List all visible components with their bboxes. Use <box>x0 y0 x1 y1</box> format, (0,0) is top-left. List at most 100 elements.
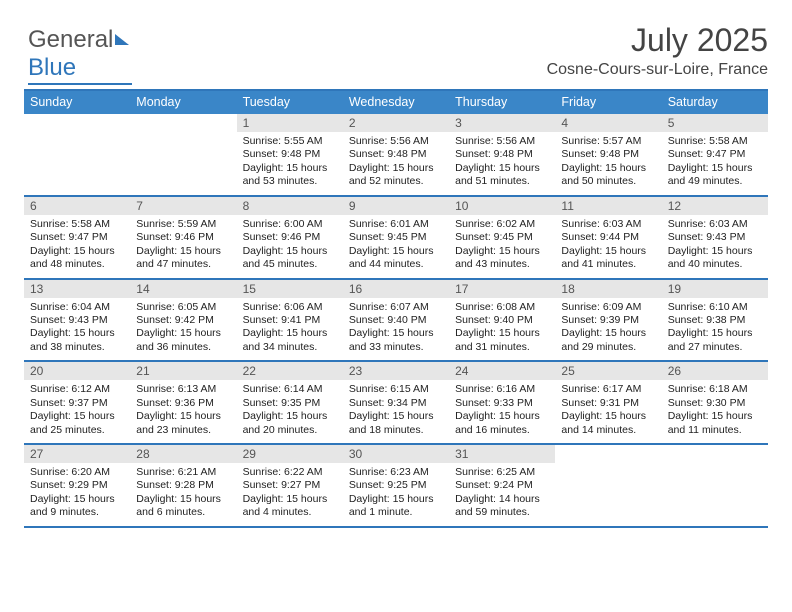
day-body: Sunrise: 5:55 AMSunset: 9:48 PMDaylight:… <box>237 132 343 195</box>
sunrise-text: Sunrise: 6:00 AM <box>243 218 337 231</box>
day-body: Sunrise: 6:18 AMSunset: 9:30 PMDaylight:… <box>662 380 768 443</box>
sunrise-text: Sunrise: 5:55 AM <box>243 135 337 148</box>
day-body: Sunrise: 5:56 AMSunset: 9:48 PMDaylight:… <box>449 132 555 195</box>
calendar-day: 23Sunrise: 6:15 AMSunset: 9:34 PMDayligh… <box>343 362 449 443</box>
daylight-text: Daylight: 15 hours and 4 minutes. <box>243 493 337 520</box>
day-number: 27 <box>24 445 130 463</box>
calendar-day: 3Sunrise: 5:56 AMSunset: 9:48 PMDaylight… <box>449 114 555 195</box>
day-header: Wednesday <box>343 91 449 114</box>
sunset-text: Sunset: 9:43 PM <box>668 231 762 244</box>
calendar-day: 30Sunrise: 6:23 AMSunset: 9:25 PMDayligh… <box>343 445 449 526</box>
day-number: 18 <box>555 280 661 298</box>
sunrise-text: Sunrise: 5:56 AM <box>349 135 443 148</box>
calendar-header-row: SundayMondayTuesdayWednesdayThursdayFrid… <box>24 91 768 114</box>
calendar-day <box>555 445 661 526</box>
day-number: 9 <box>343 197 449 215</box>
sunrise-text: Sunrise: 6:23 AM <box>349 466 443 479</box>
calendar-day: 9Sunrise: 6:01 AMSunset: 9:45 PMDaylight… <box>343 197 449 278</box>
day-body: Sunrise: 5:58 AMSunset: 9:47 PMDaylight:… <box>662 132 768 195</box>
calendar-week: 13Sunrise: 6:04 AMSunset: 9:43 PMDayligh… <box>24 280 768 363</box>
day-body: Sunrise: 6:13 AMSunset: 9:36 PMDaylight:… <box>130 380 236 443</box>
sunset-text: Sunset: 9:30 PM <box>668 397 762 410</box>
sunrise-text: Sunrise: 6:12 AM <box>30 383 124 396</box>
sunrise-text: Sunrise: 5:57 AM <box>561 135 655 148</box>
day-number: 28 <box>130 445 236 463</box>
day-body: Sunrise: 6:17 AMSunset: 9:31 PMDaylight:… <box>555 380 661 443</box>
sunset-text: Sunset: 9:45 PM <box>349 231 443 244</box>
sunrise-text: Sunrise: 5:58 AM <box>668 135 762 148</box>
day-number: 30 <box>343 445 449 463</box>
calendar-day: 21Sunrise: 6:13 AMSunset: 9:36 PMDayligh… <box>130 362 236 443</box>
daylight-text: Daylight: 15 hours and 1 minute. <box>349 493 443 520</box>
sunrise-text: Sunrise: 6:21 AM <box>136 466 230 479</box>
day-number <box>662 445 768 463</box>
day-header: Tuesday <box>237 91 343 114</box>
calendar-day: 1Sunrise: 5:55 AMSunset: 9:48 PMDaylight… <box>237 114 343 195</box>
day-number: 3 <box>449 114 555 132</box>
day-body: Sunrise: 6:01 AMSunset: 9:45 PMDaylight:… <box>343 215 449 278</box>
daylight-text: Daylight: 15 hours and 29 minutes. <box>561 327 655 354</box>
sunset-text: Sunset: 9:43 PM <box>30 314 124 327</box>
calendar-day <box>662 445 768 526</box>
sunrise-text: Sunrise: 6:16 AM <box>455 383 549 396</box>
calendar-day: 19Sunrise: 6:10 AMSunset: 9:38 PMDayligh… <box>662 280 768 361</box>
day-number: 5 <box>662 114 768 132</box>
sunrise-text: Sunrise: 5:59 AM <box>136 218 230 231</box>
calendar-day: 31Sunrise: 6:25 AMSunset: 9:24 PMDayligh… <box>449 445 555 526</box>
day-number: 24 <box>449 362 555 380</box>
day-number: 13 <box>24 280 130 298</box>
day-body: Sunrise: 6:25 AMSunset: 9:24 PMDaylight:… <box>449 463 555 526</box>
sunrise-text: Sunrise: 6:25 AM <box>455 466 549 479</box>
daylight-text: Daylight: 15 hours and 44 minutes. <box>349 245 443 272</box>
day-body: Sunrise: 6:06 AMSunset: 9:41 PMDaylight:… <box>237 298 343 361</box>
calendar-day: 11Sunrise: 6:03 AMSunset: 9:44 PMDayligh… <box>555 197 661 278</box>
daylight-text: Daylight: 15 hours and 16 minutes. <box>455 410 549 437</box>
sunset-text: Sunset: 9:31 PM <box>561 397 655 410</box>
day-body: Sunrise: 5:58 AMSunset: 9:47 PMDaylight:… <box>24 215 130 278</box>
calendar-day: 7Sunrise: 5:59 AMSunset: 9:46 PMDaylight… <box>130 197 236 278</box>
day-body: Sunrise: 6:10 AMSunset: 9:38 PMDaylight:… <box>662 298 768 361</box>
daylight-text: Daylight: 15 hours and 18 minutes. <box>349 410 443 437</box>
logo-triangle-icon <box>115 34 129 45</box>
sunrise-text: Sunrise: 5:56 AM <box>455 135 549 148</box>
sunset-text: Sunset: 9:39 PM <box>561 314 655 327</box>
calendar-day <box>24 114 130 195</box>
sunset-text: Sunset: 9:24 PM <box>455 479 549 492</box>
daylight-text: Daylight: 15 hours and 33 minutes. <box>349 327 443 354</box>
calendar-day: 4Sunrise: 5:57 AMSunset: 9:48 PMDaylight… <box>555 114 661 195</box>
sunset-text: Sunset: 9:28 PM <box>136 479 230 492</box>
location-subtitle: Cosne-Cours-sur-Loire, France <box>24 61 768 79</box>
daylight-text: Daylight: 15 hours and 40 minutes. <box>668 245 762 272</box>
day-body: Sunrise: 5:56 AMSunset: 9:48 PMDaylight:… <box>343 132 449 195</box>
day-body: Sunrise: 6:04 AMSunset: 9:43 PMDaylight:… <box>24 298 130 361</box>
day-number <box>130 114 236 132</box>
sunset-text: Sunset: 9:45 PM <box>455 231 549 244</box>
calendar-day: 15Sunrise: 6:06 AMSunset: 9:41 PMDayligh… <box>237 280 343 361</box>
calendar-day: 20Sunrise: 6:12 AMSunset: 9:37 PMDayligh… <box>24 362 130 443</box>
sunrise-text: Sunrise: 5:58 AM <box>30 218 124 231</box>
day-body: Sunrise: 6:14 AMSunset: 9:35 PMDaylight:… <box>237 380 343 443</box>
day-number: 16 <box>343 280 449 298</box>
sunrise-text: Sunrise: 6:04 AM <box>30 301 124 314</box>
month-title: July 2025 <box>24 22 768 59</box>
day-body: Sunrise: 6:16 AMSunset: 9:33 PMDaylight:… <box>449 380 555 443</box>
day-number: 26 <box>662 362 768 380</box>
day-body: Sunrise: 6:08 AMSunset: 9:40 PMDaylight:… <box>449 298 555 361</box>
sunset-text: Sunset: 9:38 PM <box>668 314 762 327</box>
day-body: Sunrise: 6:23 AMSunset: 9:25 PMDaylight:… <box>343 463 449 526</box>
day-number: 29 <box>237 445 343 463</box>
daylight-text: Daylight: 15 hours and 27 minutes. <box>668 327 762 354</box>
sunrise-text: Sunrise: 6:14 AM <box>243 383 337 396</box>
day-body: Sunrise: 6:05 AMSunset: 9:42 PMDaylight:… <box>130 298 236 361</box>
day-body: Sunrise: 6:22 AMSunset: 9:27 PMDaylight:… <box>237 463 343 526</box>
daylight-text: Daylight: 15 hours and 20 minutes. <box>243 410 337 437</box>
sunset-text: Sunset: 9:41 PM <box>243 314 337 327</box>
sunset-text: Sunset: 9:44 PM <box>561 231 655 244</box>
daylight-text: Daylight: 15 hours and 6 minutes. <box>136 493 230 520</box>
day-body: Sunrise: 6:03 AMSunset: 9:43 PMDaylight:… <box>662 215 768 278</box>
day-number: 4 <box>555 114 661 132</box>
sunrise-text: Sunrise: 6:03 AM <box>668 218 762 231</box>
day-number: 12 <box>662 197 768 215</box>
day-body: Sunrise: 6:00 AMSunset: 9:46 PMDaylight:… <box>237 215 343 278</box>
daylight-text: Daylight: 15 hours and 34 minutes. <box>243 327 337 354</box>
